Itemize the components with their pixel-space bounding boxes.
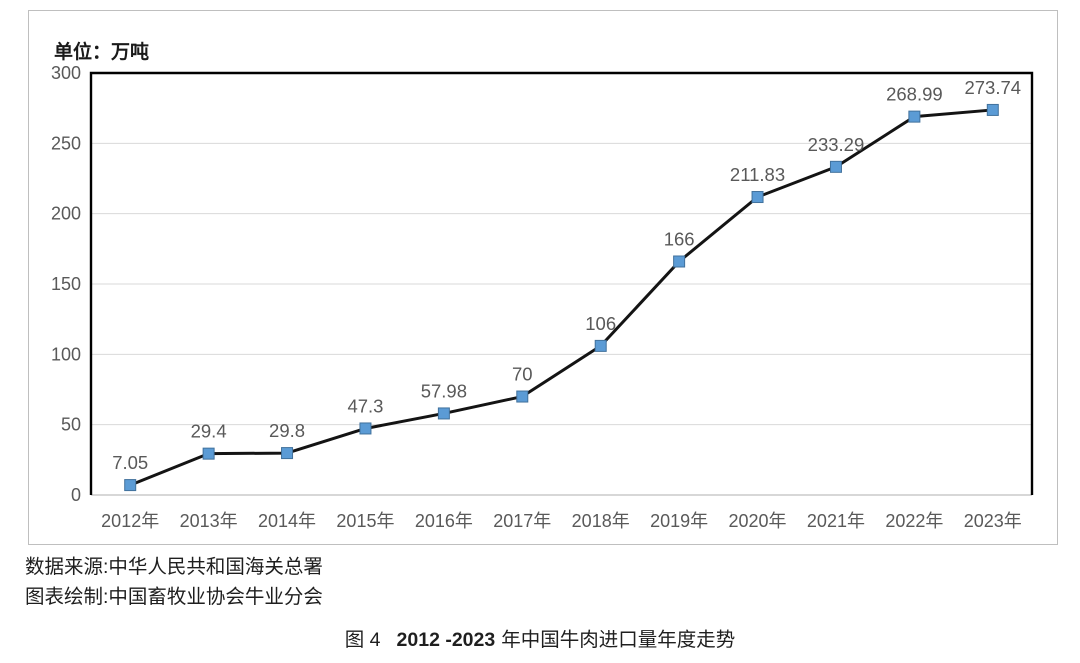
x-tick-label: 2018年 [572,511,630,531]
data-point-marker [986,103,999,116]
caption-prefix: 图 4 [344,629,381,651]
data-label: 106 [585,313,616,334]
figure-caption: 图 4 2012 -2023 年中国牛肉进口量年度走势 [0,623,1080,652]
x-tick-label: 2017年 [493,511,551,531]
x-tick-label: 2012年 [101,511,159,531]
data-line [128,108,995,487]
x-tick-label: 2021年 [807,511,865,531]
y-tick-label: 0 [71,485,81,505]
plot-border [89,71,1034,495]
credit-line: 图表绘制:中国畜牧业协会牛业分会 [25,586,323,608]
source-line: 数据来源:中华人民共和国海关总署 [25,556,323,578]
data-point-marker [908,110,921,123]
unit-label: 单位：万吨 [54,42,150,63]
x-tick-label: 2023年 [964,511,1022,531]
data-label: 47.3 [347,395,383,416]
y-tick-label: 300 [51,63,81,83]
data-point-marker [437,407,450,420]
data-label: 57.98 [421,380,467,401]
x-tick-label: 2014年 [258,511,316,531]
data-point-marker [594,339,607,352]
data-point-marker [673,255,686,268]
y-tick-label: 250 [51,133,81,153]
data-point-marker [281,447,294,460]
y-tick-label: 100 [51,344,81,364]
x-tick-label: 2016年 [415,511,473,531]
source-note: 数据来源:中华人民共和国海关总署 图表绘制:中国畜牧业协会牛业分会 [25,552,323,612]
data-label: 29.4 [191,421,227,442]
data-point-marker [829,160,842,173]
data-point-marker [124,479,137,492]
line-chart: 0 50 100 150 200 250 300 2012年 2013年 2014年 2015年 20… [51,63,1034,531]
data-label: 29.8 [269,420,305,441]
data-point-marker [516,390,529,403]
data-point-marker [359,422,372,435]
y-tick-label: 200 [51,204,81,224]
caption-years: 2012 -2023 [396,629,496,651]
x-tick-label: 2020年 [729,511,787,531]
data-label: 166 [664,228,695,249]
x-tick-label: 2022年 [885,511,943,531]
data-label: 268.99 [886,84,943,105]
x-tick-label: 2019年 [650,511,708,531]
x-tick-label: 2015年 [336,511,394,531]
data-label: 273.74 [964,77,1021,98]
chart-figure: 单位：万吨 0 50 100 150 200 250 300 2012年 2013年 2014年 2… [28,10,1058,545]
x-tick-label: 2013年 [180,511,238,531]
data-label: 70 [512,364,533,385]
data-point-marker [202,447,215,460]
data-point-marker [751,191,764,204]
data-label: 211.83 [730,164,785,185]
data-label: 7.05 [112,452,148,473]
y-tick-label: 150 [51,274,81,294]
data-label: 233.29 [808,134,865,155]
y-tick-label: 50 [61,415,81,435]
caption-rest: 年中国牛肉进口量年度走势 [501,629,736,651]
